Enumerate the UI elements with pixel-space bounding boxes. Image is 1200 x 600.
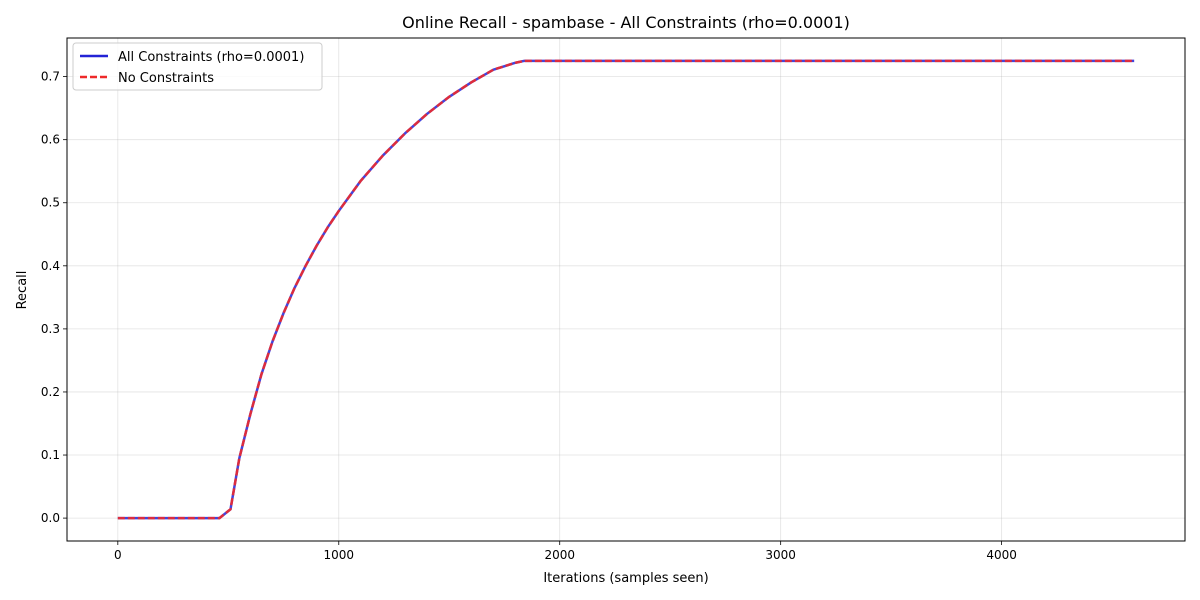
legend-label-no-constraints: No Constraints bbox=[118, 71, 214, 86]
x-tick-label: 4000 bbox=[986, 548, 1017, 562]
legend-label-all-constraints: All Constraints (rho=0.0001) bbox=[118, 50, 304, 65]
y-tick-label: 0.1 bbox=[41, 448, 60, 462]
plot-frame bbox=[66, 37, 1186, 542]
x-tick-label: 3000 bbox=[765, 548, 796, 562]
axis-ticks: 0 1000 2000 3000 4000 0.0 0.1 0.2 0.3 0.4 0.5 0.6 0.… bbox=[41, 70, 1017, 562]
data-series bbox=[117, 59, 1135, 520]
series-line-no-constraints bbox=[117, 59, 1135, 520]
y-tick-label: 0.2 bbox=[41, 385, 60, 399]
y-tick-label: 0.5 bbox=[41, 196, 60, 210]
x-tick-label: 2000 bbox=[544, 548, 575, 562]
legend-box bbox=[72, 42, 323, 91]
grid-lines bbox=[67, 38, 1185, 541]
y-tick-label: 0.7 bbox=[41, 70, 60, 84]
y-tick-label: 0.3 bbox=[41, 322, 60, 336]
y-tick-label: 0.6 bbox=[41, 133, 60, 147]
y-tick-label: 0.0 bbox=[41, 511, 60, 525]
y-tick-label: 0.4 bbox=[41, 259, 60, 273]
legend: All Constraints (rho=0.0001) No Constrai… bbox=[72, 42, 323, 91]
x-tick-label: 0 bbox=[114, 548, 122, 562]
x-tick-label: 1000 bbox=[323, 548, 354, 562]
y-axis-label: Recall bbox=[15, 271, 30, 310]
chart-title: Online Recall - spambase - All Constrain… bbox=[402, 13, 850, 32]
x-axis-label: Iterations (samples seen) bbox=[543, 571, 708, 586]
